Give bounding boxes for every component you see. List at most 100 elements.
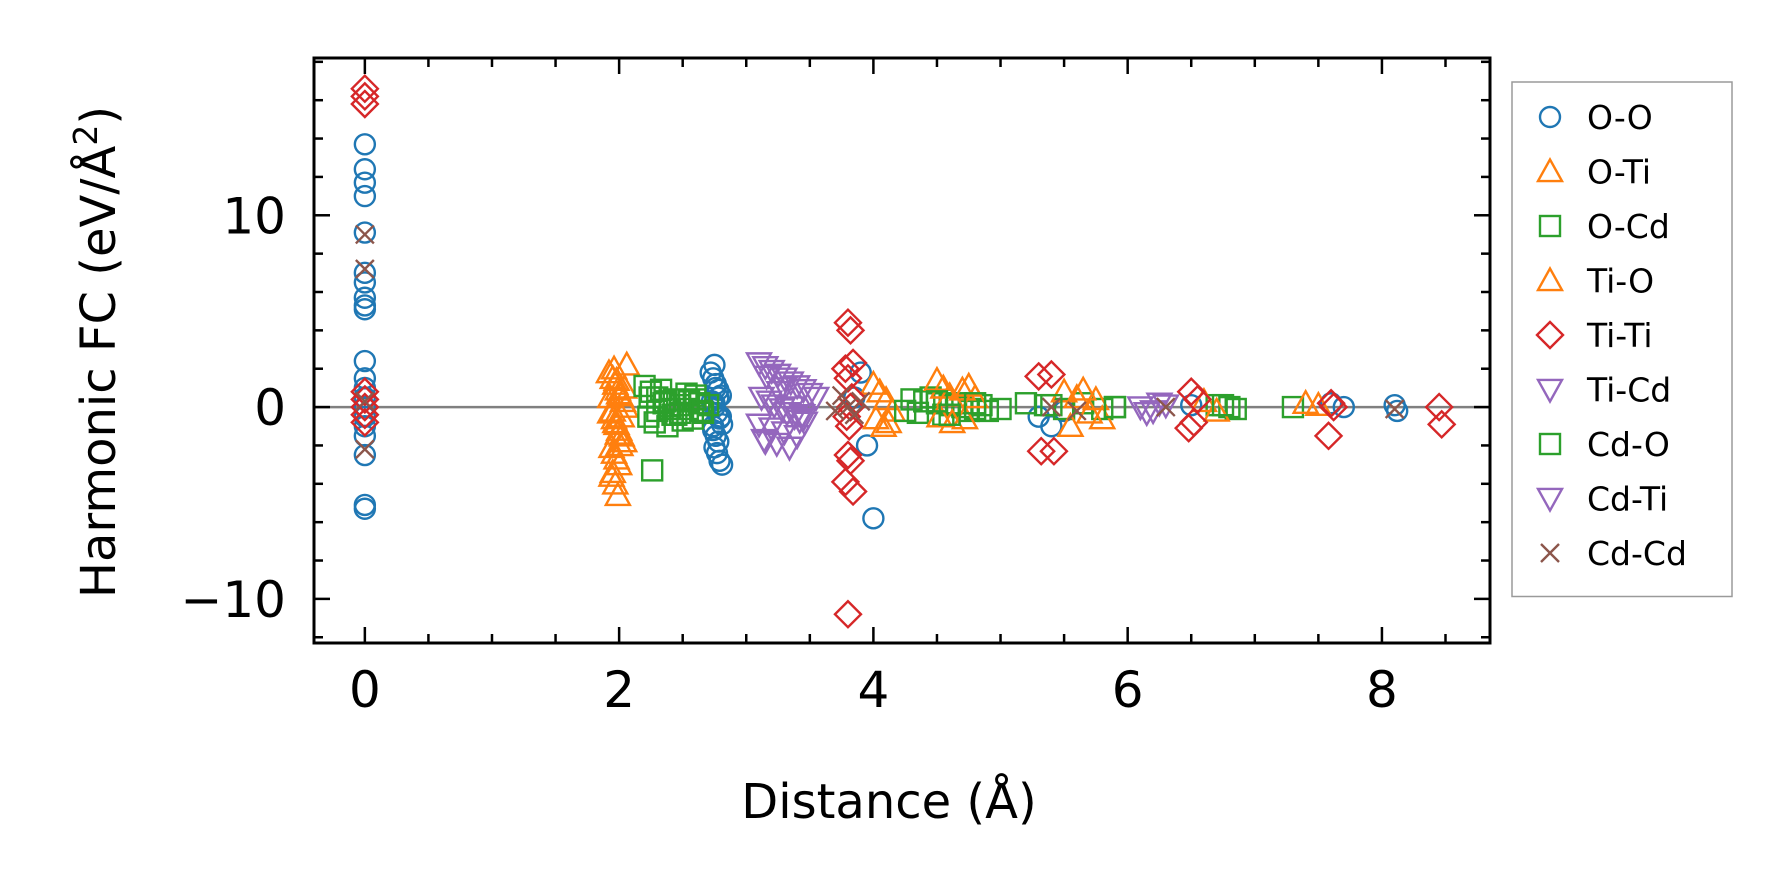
- x-tick-label: 2: [603, 661, 635, 719]
- data-point-ti-ti: [1173, 413, 1204, 443]
- data-point-cd-ti: [770, 377, 799, 403]
- data-point-o-o: [1332, 395, 1355, 419]
- data-point-ti-o: [859, 369, 888, 395]
- data-point-ti-ti: [1023, 361, 1054, 392]
- data-point-cd-cd: [355, 391, 375, 412]
- data-point-cd-o: [1040, 393, 1063, 417]
- y-axis-label: Harmonic FC (eV/Å2): [66, 106, 127, 598]
- data-point-ti-ti: [1318, 392, 1349, 422]
- data-point-o-o: [353, 261, 377, 285]
- data-point-o-ti: [601, 407, 630, 434]
- data-point-ti-ti: [838, 476, 868, 507]
- data-point-o-o: [353, 286, 377, 309]
- data-point-o-o: [353, 158, 377, 181]
- data-point-o-cd: [1224, 397, 1247, 421]
- data-point-ti-ti: [830, 354, 861, 384]
- data-point-ti-ti: [830, 467, 861, 497]
- legend-item-o-o: O-O: [1538, 98, 1653, 137]
- data-point-cd-ti: [751, 430, 780, 457]
- data-point-ti-o: [1291, 388, 1320, 415]
- data-point-o-o: [1180, 393, 1203, 417]
- legend-marker-ti-cd: [1535, 378, 1565, 404]
- series-o-cd: [633, 374, 1305, 482]
- data-point-o-o: [1319, 392, 1343, 415]
- legend-label-o-ti: O-Ti: [1587, 153, 1651, 192]
- plot-area: [314, 58, 1490, 643]
- legend-item-ti-cd: Ti-Cd: [1535, 371, 1671, 410]
- legend-item-cd-o: Cd-O: [1538, 425, 1670, 464]
- data-point-ti-o: [869, 411, 898, 438]
- legend-item-o-cd: O-Cd: [1538, 207, 1670, 246]
- data-point-cd-cd: [831, 385, 852, 406]
- data-point-cd-o: [893, 399, 917, 423]
- data-point-ti-ti: [833, 599, 863, 629]
- data-point-ti-o: [929, 373, 958, 399]
- data-point-cd-ti: [802, 386, 831, 412]
- data-point-ti-ti: [833, 307, 863, 338]
- data-point-ti-ti: [350, 392, 380, 422]
- data-point-ti-ti: [1036, 359, 1067, 390]
- data-point-o-o: [353, 221, 377, 244]
- data-point-ti-o: [925, 402, 954, 428]
- data-point-cd-o: [938, 403, 961, 426]
- data-point-o-cd: [633, 374, 656, 398]
- data-point-o-cd: [638, 386, 661, 409]
- data-point-ti-ti: [350, 81, 380, 112]
- legend-marker-cd-o: [1538, 432, 1562, 456]
- data-point-ti-o: [948, 375, 977, 401]
- y-axis-label-close: ): [71, 106, 127, 125]
- data-point-ti-o: [878, 396, 907, 422]
- plot-background: [314, 58, 1490, 643]
- ticks-layer: 0 2 4 6 8 −10 0 10: [180, 58, 1490, 719]
- plot-frame: [312, 56, 1492, 645]
- data-point-o-ti: [606, 430, 635, 457]
- x-axis-label: Distance (Å): [741, 773, 1036, 830]
- data-point-o-ti: [603, 480, 632, 507]
- data-point-cd-cd: [1066, 401, 1087, 421]
- data-point-ti-cd: [744, 413, 774, 439]
- data-point-ti-ti: [1313, 421, 1344, 451]
- legend-marker-cd-ti: [1535, 487, 1565, 513]
- data-point-cd-ti: [1145, 392, 1174, 418]
- data-point-ti-ti: [350, 407, 380, 438]
- data-point-ti-ti: [834, 411, 864, 441]
- data-point-cd-o: [1211, 393, 1235, 417]
- data-point-ti-cd: [789, 379, 818, 405]
- data-point-o-o: [708, 449, 731, 472]
- x-tick-label: 6: [1112, 661, 1144, 719]
- data-point-o-o: [862, 507, 885, 530]
- data-point-o-ti: [605, 379, 634, 405]
- legend-item-cd-cd: Cd-Cd: [1540, 534, 1687, 573]
- legend-label-ti-ti: Ti-Ti: [1586, 316, 1653, 355]
- data-point-o-cd: [1281, 395, 1305, 419]
- series-cd-cd: [355, 224, 1405, 460]
- data-point-ti-cd: [765, 380, 794, 407]
- data-point-cd-o: [963, 392, 987, 415]
- data-point-cd-cd: [850, 391, 871, 412]
- data-point-o-ti: [605, 450, 634, 476]
- data-point-o-o: [353, 271, 377, 294]
- data-points-layer: [350, 73, 1457, 629]
- data-point-ti-o: [1202, 396, 1231, 422]
- data-point-ti-o: [922, 365, 952, 392]
- data-point-o-o: [353, 133, 377, 156]
- data-point-o-o: [353, 298, 377, 321]
- data-point-o-o: [1385, 399, 1409, 423]
- legend-label-cd-o: Cd-O: [1587, 425, 1670, 464]
- series-cd-ti: [751, 377, 1174, 457]
- data-point-o-o: [353, 171, 377, 194]
- data-point-o-ti: [610, 373, 639, 399]
- data-point-o-ti: [612, 350, 641, 376]
- data-point-ti-ti: [1426, 409, 1457, 440]
- data-point-o-cd: [691, 401, 715, 425]
- data-point-o-ti: [611, 392, 640, 418]
- data-point-o-ti: [599, 354, 629, 380]
- y-axis-label-superscript: 2: [66, 125, 105, 146]
- data-point-o-ti: [596, 383, 625, 409]
- legend-marker-ti-ti: [1535, 320, 1565, 350]
- y-tick-label: 0: [254, 379, 286, 437]
- data-point-ti-cd: [780, 405, 809, 432]
- data-point-o-cd: [640, 459, 664, 482]
- series-o-ti: [594, 350, 641, 507]
